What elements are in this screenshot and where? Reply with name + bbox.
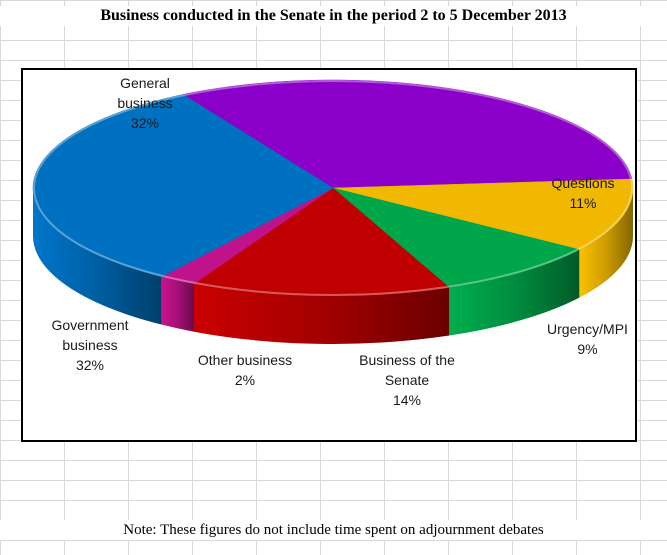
slice-side-government-business: [33, 188, 162, 325]
label-government-business-name: Government business: [51, 317, 129, 353]
slice-business-of-the-senate: [193, 187, 450, 297]
label-questions-value: 11%: [569, 195, 597, 211]
label-urgency-mpi-value: 9%: [577, 341, 598, 357]
pie-rim-highlight: [33, 80, 633, 296]
slice-side-other-business: [161, 276, 195, 332]
label-questions-name: Questions: [551, 175, 615, 191]
label-general-business-value: 32%: [130, 115, 160, 131]
pie-tops: [32, 79, 634, 297]
label-government-business: Government business 32%: [30, 315, 150, 375]
slice-general-business: [182, 79, 633, 189]
pie-sides: [33, 188, 633, 344]
slice-urgency-mpi: [332, 187, 581, 288]
label-other-business: Other business 2%: [180, 350, 310, 390]
slice-side-business-of-the-senate: [194, 283, 450, 344]
label-other-business-name: Other business: [197, 352, 293, 368]
label-urgency-mpi-name: Urgency/MPI: [547, 321, 628, 337]
slice-side-questions: [579, 188, 633, 298]
label-general-business: General business 32%: [85, 73, 205, 133]
label-urgency-mpi: Urgency/MPI 9%: [525, 319, 650, 359]
label-questions: Questions 11%: [528, 173, 638, 213]
slice-side-urgency-mpi: [449, 249, 580, 336]
label-other-business-value: 2%: [234, 372, 256, 388]
chart-title: Business conducted in the Senate in the …: [0, 6, 667, 26]
label-business-of-the-senate-value: 14%: [392, 392, 422, 408]
label-government-business-value: 32%: [75, 357, 105, 373]
footnote: Note: These figures do not include time …: [0, 520, 667, 540]
slice-government-business: [32, 94, 334, 277]
slice-questions: [332, 178, 634, 250]
label-business-of-the-senate-name: Business of the Senate: [359, 352, 455, 388]
label-business-of-the-senate: Business of the Senate 14%: [337, 350, 477, 410]
label-general-business-name: General business: [117, 75, 173, 111]
